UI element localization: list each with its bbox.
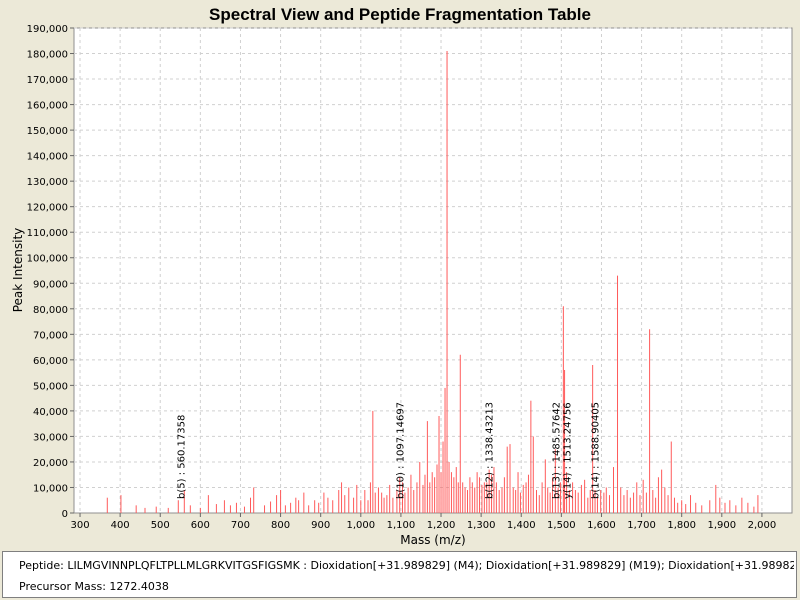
y-tick-label: 170,000 — [27, 75, 68, 86]
ion-annotations: b(5) : 560.17358 b(10) : 1097.14697 b(12) … — [176, 402, 601, 499]
x-tick-label: 800 — [271, 520, 290, 531]
y-tick-label: 190,000 — [27, 24, 68, 35]
x-tick-label: 400 — [111, 520, 130, 531]
y-tick-label: 70,000 — [33, 330, 68, 341]
y-tick-label: 160,000 — [27, 101, 68, 112]
y-tick-label: 60,000 — [33, 356, 68, 367]
x-tick-label: 1,000 — [346, 520, 375, 531]
grid-lines — [74, 27, 792, 513]
x-tick-label: 700 — [231, 520, 250, 531]
y-tick-label: 30,000 — [33, 432, 68, 443]
plot-area — [73, 27, 793, 514]
ion-annotation-label: y(14) : 1513.24756 — [563, 402, 574, 499]
peptide-sequence-text: Peptide: LILMGVINNPLQFLTPLLMLGRKVITGSFIG… — [19, 559, 794, 572]
y-tick-label: 140,000 — [27, 152, 68, 163]
y-tick-label: 110,000 — [27, 228, 68, 239]
x-tick-label: 2,000 — [748, 520, 777, 531]
x-tick-label: 1,500 — [547, 520, 576, 531]
x-tick-label: 1,300 — [467, 520, 496, 531]
x-axis: 300 400 500 600 700 800 900 1,000 1,100 1,200 1,30… — [70, 513, 776, 531]
spectrum-chart-svg: Spectral View and Peptide Fragmentation … — [11, 5, 793, 547]
y-tick-label: 130,000 — [27, 177, 68, 188]
x-tick-label: 1,400 — [507, 520, 536, 531]
ion-annotation-label: b(14) : 1588.90405 — [591, 402, 602, 499]
y-tick-label: 40,000 — [33, 407, 68, 418]
chart-title: Spectral View and Peptide Fragmentation … — [209, 5, 591, 24]
x-tick-label: 500 — [151, 520, 170, 531]
y-tick-label: 90,000 — [33, 279, 68, 290]
spectrum-chart: Spectral View and Peptide Fragmentation … — [11, 5, 793, 547]
x-tick-label: 900 — [311, 520, 330, 531]
y-tick-label: 100,000 — [27, 254, 68, 265]
x-tick-label: 1,600 — [587, 520, 616, 531]
x-tick-label: 1,200 — [427, 520, 456, 531]
x-tick-label: 1,700 — [627, 520, 656, 531]
y-axis-label: Peak Intensity — [11, 228, 25, 313]
y-tick-label: 80,000 — [33, 305, 68, 316]
ion-annotation-label: b(5) : 560.17358 — [176, 415, 187, 499]
y-tick-label: 120,000 — [27, 203, 68, 214]
peptide-info-panel: Peptide: LILMGVINNPLQFLTPLLMLGRKVITGSFIG… — [2, 551, 797, 598]
precursor-mass-text: Precursor Mass: 1272.4038 — [19, 580, 169, 593]
x-tick-label: 1,100 — [387, 520, 416, 531]
x-axis-label: Mass (m/z) — [400, 533, 465, 547]
x-tick-label: 300 — [70, 520, 89, 531]
ion-annotation-label: b(12) : 1338.43213 — [484, 402, 495, 499]
y-tick-label: 50,000 — [33, 381, 68, 392]
y-tick-label: 180,000 — [27, 50, 68, 61]
x-tick-label: 600 — [191, 520, 210, 531]
ion-annotation-label: b(10) : 1097.14697 — [396, 402, 407, 499]
y-tick-label: 20,000 — [33, 458, 68, 469]
y-axis: 0 10,000 20,000 30,000 40,000 50,000 60,000 70,… — [27, 24, 74, 520]
spectrum-peaks — [106, 50, 759, 513]
y-tick-label: 10,000 — [33, 483, 68, 494]
ion-annotation-label: b(13) : 1485.57642 — [551, 402, 562, 499]
x-tick-label: 1,800 — [667, 520, 696, 531]
y-tick-label: 0 — [62, 509, 68, 520]
y-tick-label: 150,000 — [27, 126, 68, 137]
x-tick-label: 1,900 — [707, 520, 736, 531]
